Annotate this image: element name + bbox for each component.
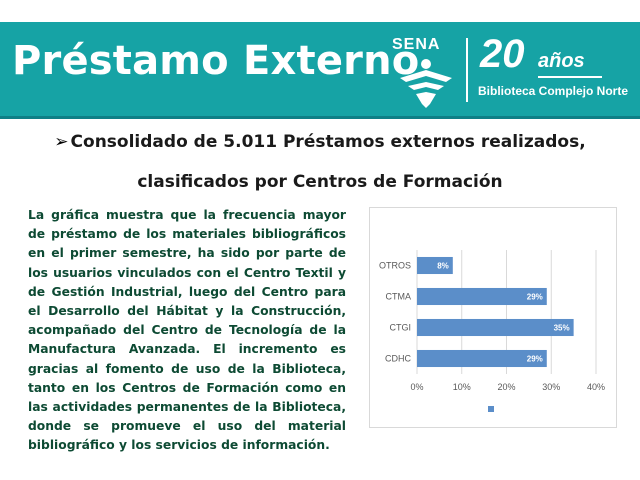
x-tick-label: 10% [453, 382, 471, 392]
bar [417, 349, 547, 368]
bar-chart: 0% 10% 20% 30% 40% CDHC 29% CTGI 35% CTMA 29% OTROS… [369, 207, 617, 428]
data-label: 29% [527, 293, 543, 302]
data-label: 8% [437, 262, 449, 271]
bar [417, 256, 453, 275]
sena-logo-icon [400, 59, 452, 108]
x-tick-label: 0% [410, 382, 423, 392]
x-tick-label: 30% [542, 382, 560, 392]
category-label: CDHC [385, 354, 411, 364]
x-tick-label: 40% [587, 382, 605, 392]
anniversary-subtitle: Biblioteca Complejo Norte [478, 84, 629, 98]
logo-block: SENA 20 años Biblioteca Complejo Norte [386, 32, 629, 110]
bar [417, 318, 574, 337]
header-banner: Préstamo Externo SENA 20 años Biblioteca… [0, 22, 640, 119]
subtitle-line-2: clasificados por Centros de Formación [137, 172, 503, 192]
logo-text: SENA [392, 36, 441, 53]
x-tick-label: 20% [497, 382, 515, 392]
top-stripe [0, 0, 640, 20]
category-label: CTGI [390, 323, 412, 333]
category-label: OTROS [379, 261, 411, 271]
category-label: CTMA [386, 292, 412, 302]
bar [417, 287, 547, 306]
bar-chart-svg: 0% 10% 20% 30% 40% CDHC 29% CTGI 35% CTMA 29% OTROS… [379, 250, 605, 412]
page-title: Préstamo Externo [12, 38, 420, 84]
data-label: 29% [527, 355, 543, 364]
anniversary-underline [538, 76, 602, 78]
arrow-bullet-icon: ➢ [54, 132, 69, 152]
subtitle-text-1: Consolidado de 5.011 Préstamos externos … [70, 132, 586, 152]
legend-marker [488, 406, 494, 412]
description-paragraph: La gráfica muestra que la frecuencia may… [28, 208, 346, 453]
data-label: 35% [554, 324, 570, 333]
logo-divider [466, 38, 468, 102]
anniversary-word: años [538, 50, 585, 72]
subtitle-line-1: ➢ Consolidado de 5.011 Préstamos externos… [0, 132, 640, 152]
anniversary-number: 20 [480, 32, 525, 76]
